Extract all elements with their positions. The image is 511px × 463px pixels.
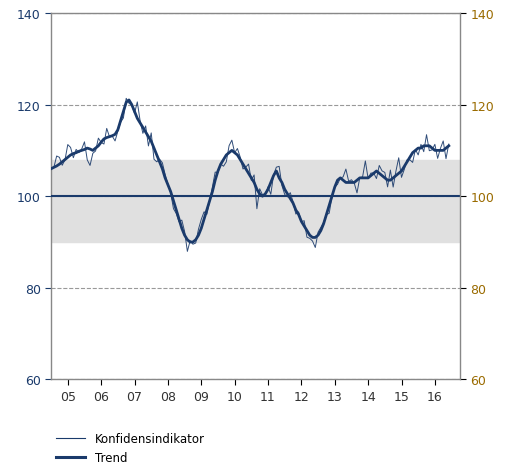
Konfidensindikator <box>48 165 54 171</box>
Trend <box>446 144 452 149</box>
Konfidensindikator <box>337 176 343 181</box>
Bar <box>51 160 460 243</box>
Trend <box>106 135 112 140</box>
Line: Trend: Trend <box>51 101 449 243</box>
Legend: Konfidensindikator, Trend: Konfidensindikator, Trend <box>51 427 210 463</box>
Konfidensindikator <box>379 169 385 174</box>
Trend <box>187 240 193 245</box>
Line: Konfidensindikator: Konfidensindikator <box>51 99 449 252</box>
Trend <box>374 169 380 175</box>
Konfidensindikator <box>173 211 179 217</box>
Konfidensindikator <box>123 96 129 102</box>
Konfidensindikator <box>76 150 82 156</box>
Trend <box>126 98 132 104</box>
Trend <box>337 175 343 181</box>
Konfidensindikator <box>374 176 380 182</box>
Konfidensindikator <box>106 135 112 140</box>
Trend <box>76 149 82 155</box>
Trend <box>379 174 385 179</box>
Konfidensindikator <box>446 142 452 148</box>
Konfidensindikator <box>184 249 191 255</box>
Trend <box>48 167 54 172</box>
Trend <box>173 208 179 213</box>
